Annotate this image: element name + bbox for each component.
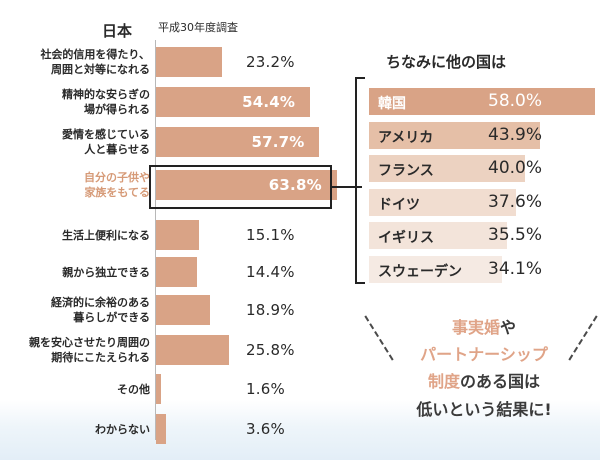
background-wave [0,400,600,460]
note-segment: 制度 [427,372,460,391]
japan-value-label: 57.7% [251,133,305,151]
country-bar [369,88,595,115]
country-name-label: フランス [378,163,434,179]
country-name-label: ドイツ [378,196,420,213]
japan-bar [156,170,337,200]
japan-value-label: 15.1% [246,226,295,244]
connector-line [332,186,362,188]
japan-category-label: わからない [95,422,150,436]
note-line: 低いという結果に! [368,396,600,420]
japan-value-label: 23.2% [246,53,295,71]
country-bar [369,222,508,249]
note-line: パートナーシップ [368,341,600,365]
japan-value-label: 25.8% [246,341,295,359]
japan-category-label: 自分の子供や 家族をもてる [84,171,150,199]
japan-bar [156,220,199,250]
japan-bar [156,127,320,157]
japan-bar [156,47,222,77]
japan-category-label: 生活上便利になる [62,228,150,242]
country-value-label: 37.6% [488,191,543,212]
japan-bar [156,335,230,365]
japan-value-label: 54.4% [242,93,296,111]
note-segment: パートナーシップ [420,345,548,364]
note-segment: 事実婚 [451,318,500,337]
country-name-label: スウェーデン [378,263,462,280]
survey-year-label: 平成30年度調査 [158,21,238,34]
note-line: 制度のある国は [368,368,600,392]
country-value-label: 35.5% [488,225,543,245]
country-name-label: イギリス [378,230,434,246]
japan-category-label: 社会的信用を得たり、 周囲と対等になれる [40,48,150,76]
note-segment: や [500,318,517,337]
country-bar [369,121,541,149]
note-segment: 低いという結果に! [416,400,552,419]
japan-bar [156,374,161,404]
japan-bar [156,414,167,444]
comparison-title: ちなみに他の国は [386,53,507,71]
japan-value-label: 1.6% [246,380,285,398]
country-value-label: 58.0% [488,91,543,111]
japan-category-label: 経済的に余裕のある 暮らしができる [51,296,150,324]
country-bar [369,255,502,283]
japan-value-label: 3.6% [246,420,285,438]
japan-value-label: 14.4% [246,263,295,281]
note-segment: のある国は [460,372,541,391]
japan-value-label: 63.8% [268,176,322,194]
japan-chart-axis [155,40,156,440]
japan-category-label: 親から独立できる [62,265,150,279]
japan-bar [156,257,197,287]
country-bar [369,188,516,216]
country-name-label: 韓国 [378,96,406,112]
country-name-label: アメリカ [378,129,434,146]
country-value-label: 43.9% [488,124,543,145]
japan-bar [156,87,311,117]
highlight-box [149,165,332,209]
japan-bar [156,295,210,325]
japan-category-label: 親を安心させたり周囲の 期待にこたえられる [29,336,150,364]
country-value-label: 40.0% [488,158,543,178]
japan-category-label: その他 [117,382,150,396]
country-value-label: 34.1% [488,258,543,279]
note-line: 事実婚や [368,314,600,338]
japan-category-label: 愛情を感じている 人と暮らせる [62,128,150,156]
japan-category-label: 精神的な安らぎの 場が得られる [62,88,150,116]
japan-value-label: 18.9% [246,301,295,319]
comparison-bracket [355,77,365,284]
japan-chart-title: 日本 [102,22,133,40]
country-bar [369,155,525,182]
